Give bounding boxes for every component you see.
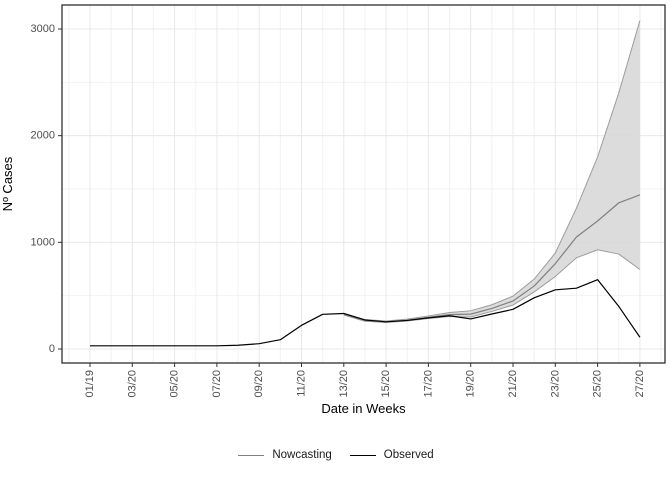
svg-text:0: 0 [49, 343, 55, 355]
legend-item-observed: Observed [349, 449, 434, 461]
svg-text:27/20: 27/20 [634, 370, 646, 398]
x-axis-tick-labels: 01/19 03/20 05/20 07/20 09/20 11/20 13/20 15/20… [84, 370, 646, 398]
observed-line-key [349, 454, 376, 456]
y-axis-title: Nº Cases [0, 156, 15, 212]
nowcasting-line-key [238, 454, 265, 456]
svg-text:11/20: 11/20 [296, 370, 308, 397]
svg-text:07/20: 07/20 [211, 370, 223, 398]
legend-label-observed: Observed [383, 449, 434, 461]
series-line-observed [90, 279, 641, 347]
svg-text:15/20: 15/20 [380, 370, 392, 398]
svg-text:1000: 1000 [31, 236, 55, 248]
legend-label-nowcasting: Nowcasting [272, 449, 332, 461]
axis-ticks [58, 28, 641, 367]
svg-text:25/20: 25/20 [592, 370, 604, 398]
svg-text:05/20: 05/20 [169, 370, 181, 398]
svg-text:01/19: 01/19 [84, 370, 96, 398]
svg-text:17/20: 17/20 [422, 370, 434, 398]
svg-text:23/20: 23/20 [549, 370, 561, 398]
legend-item-nowcasting: Nowcasting [238, 449, 332, 461]
svg-text:09/20: 09/20 [253, 370, 265, 398]
panel-border [61, 4, 666, 364]
legend: Nowcasting Observed [0, 449, 672, 461]
gridlines-minor [62, 5, 665, 363]
plot-panel [62, 5, 665, 363]
svg-text:21/20: 21/20 [507, 370, 519, 398]
nowcasting-confidence-band [343, 20, 641, 324]
x-axis-title: Date in Weeks [321, 401, 406, 416]
svg-text:19/20: 19/20 [465, 370, 477, 398]
svg-text:3000: 3000 [31, 23, 55, 35]
svg-text:2000: 2000 [31, 130, 55, 142]
svg-text:03/20: 03/20 [126, 370, 138, 398]
y-axis-tick-labels: 0 1000 2000 3000 [31, 23, 55, 355]
svg-text:13/20: 13/20 [338, 370, 350, 398]
